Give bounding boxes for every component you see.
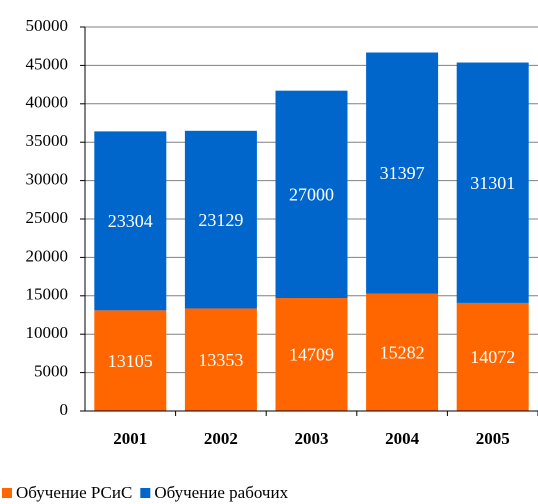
bar-segment — [94, 131, 167, 311]
legend-label: Обучение рабочих — [154, 483, 288, 502]
data-label: 23129 — [198, 210, 243, 230]
y-tick-label: 40000 — [26, 93, 69, 112]
data-label: 27000 — [289, 184, 334, 204]
y-tick-label: 20000 — [26, 246, 69, 265]
bar-segment — [366, 293, 439, 411]
y-tick-label: 10000 — [26, 323, 69, 342]
y-tick-label: 25000 — [26, 208, 69, 227]
bar-segment — [456, 62, 529, 303]
bar-segment — [456, 302, 529, 411]
bar-segment — [94, 310, 167, 411]
y-tick-label: 35000 — [26, 131, 69, 150]
x-tick-label: 2004 — [385, 429, 420, 448]
legend-swatch — [140, 488, 151, 498]
data-label: 31397 — [380, 163, 425, 183]
x-tick-label: 2001 — [113, 429, 147, 448]
y-tick-label: 30000 — [26, 170, 69, 189]
data-label: 15282 — [380, 342, 425, 362]
data-label: 23304 — [108, 211, 153, 231]
y-tick-label: 15000 — [26, 285, 69, 304]
bar-segment — [275, 298, 348, 411]
legend-swatch — [2, 488, 12, 498]
x-tick-label: 2003 — [295, 429, 329, 448]
data-label: 13105 — [108, 351, 153, 371]
y-tick-label: 0 — [60, 400, 69, 419]
bar-segment — [184, 130, 257, 309]
bar-segment — [366, 52, 439, 294]
data-label: 14709 — [289, 345, 334, 365]
x-tick-label: 2002 — [204, 429, 238, 448]
y-tick-label: 5000 — [34, 362, 68, 381]
legend-label: Обучение РСиС — [16, 483, 132, 502]
bar-segment — [275, 90, 348, 299]
y-tick-label: 45000 — [26, 54, 69, 73]
data-label: 13353 — [198, 350, 243, 370]
bar-segment — [184, 308, 257, 411]
data-label: 14072 — [470, 347, 515, 367]
x-tick-label: 2005 — [476, 429, 510, 448]
y-tick-label: 50000 — [26, 16, 69, 35]
data-label: 31301 — [470, 173, 515, 193]
